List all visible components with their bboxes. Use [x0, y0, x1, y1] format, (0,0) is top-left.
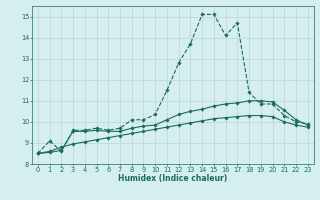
X-axis label: Humidex (Indice chaleur): Humidex (Indice chaleur) — [118, 174, 228, 183]
